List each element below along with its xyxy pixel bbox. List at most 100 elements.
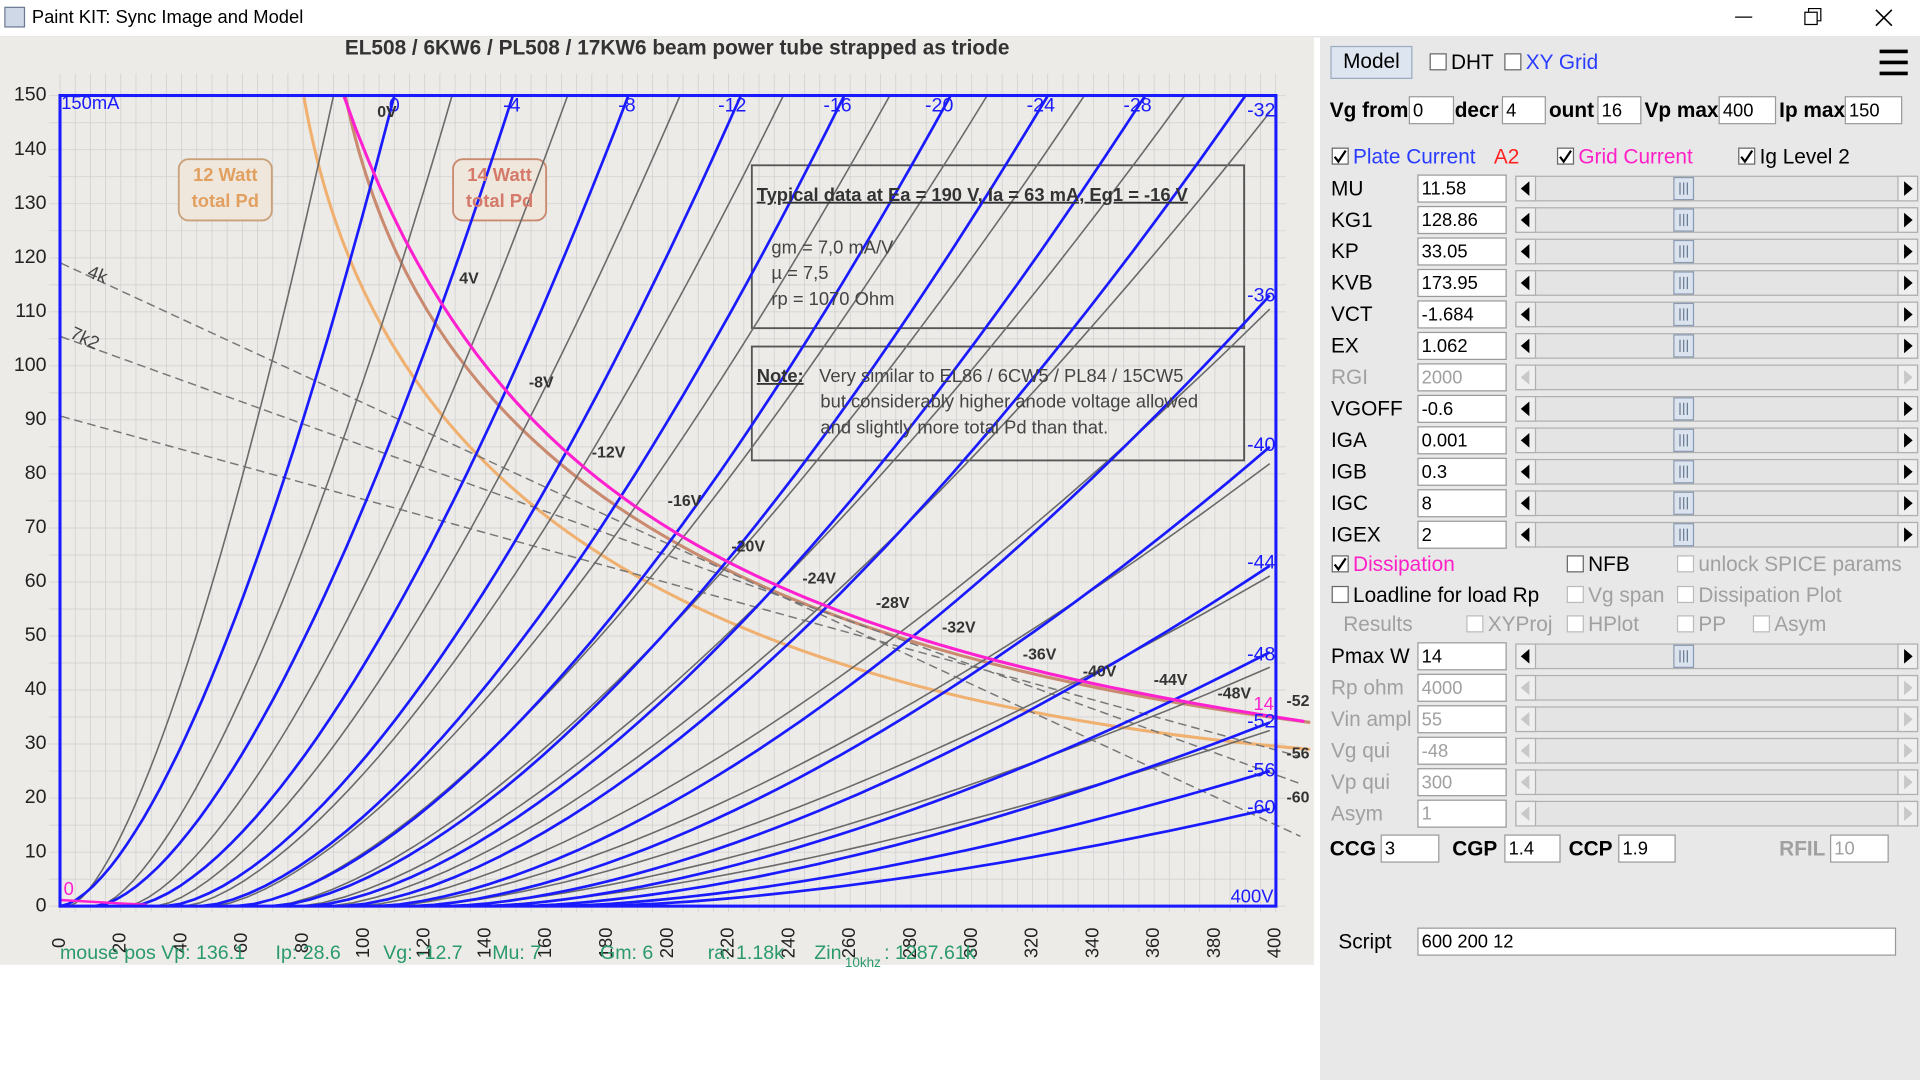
field-label: CCG	[1330, 837, 1376, 860]
text-field[interactable]	[1501, 96, 1546, 125]
text-field[interactable]	[1417, 394, 1507, 423]
param-label: KVB	[1331, 272, 1373, 295]
dissipation-curve	[342, 94, 1305, 723]
text-field[interactable]	[1844, 96, 1903, 125]
model-button-label: Model	[1343, 50, 1400, 73]
vp-max-label: 400V	[1231, 885, 1275, 906]
model-button[interactable]	[1330, 45, 1413, 79]
checkbox[interactable]	[1429, 53, 1447, 71]
text-field[interactable]	[1417, 520, 1507, 549]
model-curve	[483, 650, 1271, 908]
grid-voltage-label: -8	[618, 95, 636, 117]
text-field[interactable]	[1618, 834, 1676, 863]
note-line: Very similar to EL86 / 6CW5 / PL84 / 15C…	[819, 365, 1183, 386]
checkbox-label: Loadline for load Rp	[1353, 584, 1539, 607]
text-field[interactable]	[1417, 300, 1507, 329]
param-label: IGC	[1331, 492, 1368, 515]
text-field[interactable]	[1417, 237, 1507, 266]
text-field[interactable]	[1417, 174, 1507, 203]
scan-grid-label: -60	[1286, 790, 1309, 807]
slider-track[interactable]	[1515, 333, 1919, 359]
text-field[interactable]	[1417, 426, 1507, 455]
x-tick-label: 240	[777, 928, 798, 959]
slider-track[interactable]	[1515, 521, 1919, 548]
text-field[interactable]	[1417, 489, 1507, 518]
typical-heading: Typical data at Ea = 190 V, Ia = 63 mA, …	[757, 184, 1189, 205]
grid-voltage-label: 0	[389, 95, 400, 117]
slider-track[interactable]	[1515, 427, 1919, 454]
slider-track[interactable]	[1515, 175, 1919, 202]
checkbox[interactable]	[1738, 147, 1756, 165]
field-value: 11.58	[1422, 178, 1467, 199]
slider-left-arrow	[1520, 432, 1530, 448]
grid-voltage-label: -20	[925, 95, 953, 117]
text-field[interactable]	[1597, 96, 1642, 125]
param-label: VGOFF	[1331, 398, 1403, 421]
scan-curve-label: -40V	[1083, 663, 1117, 680]
slider-right-arrow	[1904, 464, 1913, 480]
slider-track	[1515, 706, 1919, 733]
slider-track[interactable]	[1515, 270, 1919, 296]
text-field[interactable]	[1417, 331, 1507, 360]
text-field[interactable]	[1408, 96, 1455, 125]
close-button[interactable]	[1875, 9, 1893, 27]
checkbox[interactable]	[1331, 585, 1349, 604]
checkbox[interactable]	[1566, 555, 1584, 573]
scan-14w-curve	[343, 95, 1311, 724]
text-field[interactable]	[1417, 268, 1507, 298]
checkbox-label: NFB	[1588, 553, 1630, 576]
slider-track[interactable]	[1515, 458, 1919, 485]
checkbox	[1466, 615, 1484, 633]
y-tick-label: 110	[15, 300, 46, 322]
text-field[interactable]	[1380, 834, 1440, 863]
menu-button[interactable]	[1879, 49, 1908, 76]
model-curve	[377, 294, 1271, 908]
slider-left-arrow	[1520, 338, 1530, 354]
model-curve	[412, 445, 1271, 908]
checkbox[interactable]	[1331, 147, 1349, 165]
slider-track[interactable]	[1515, 301, 1919, 328]
checkbox-label: XY Grid	[1526, 51, 1598, 74]
checkbox[interactable]	[1504, 53, 1522, 71]
scan-curve-label: -12V	[592, 444, 626, 461]
text-field	[1417, 363, 1507, 392]
field-value: 3	[1385, 838, 1395, 859]
y-tick-label: 10	[25, 840, 47, 862]
text-field[interactable]	[1417, 205, 1507, 235]
model-curve	[236, 94, 952, 908]
slider-track	[1515, 737, 1919, 764]
slider-track[interactable]	[1515, 238, 1919, 265]
slider-grip	[1679, 245, 1688, 258]
scan-curve	[155, 95, 681, 907]
status-text: Zin	[814, 942, 841, 964]
x-tick-label: 220	[717, 928, 738, 959]
text-field[interactable]	[1417, 457, 1507, 486]
slider-right-arrow	[1904, 711, 1913, 727]
field-value: 33.05	[1422, 241, 1468, 262]
scan-curve	[444, 666, 1271, 907]
text-field[interactable]	[1718, 96, 1777, 125]
model-curve	[94, 95, 515, 908]
y-tick-label: 30	[25, 732, 47, 754]
checkbox[interactable]	[1556, 147, 1575, 165]
text-field[interactable]	[1504, 834, 1561, 863]
slider-track[interactable]	[1515, 207, 1919, 233]
checkbox[interactable]	[1331, 555, 1349, 573]
scan-curve-label: -20V	[731, 539, 765, 556]
restore-button[interactable]	[1804, 7, 1822, 26]
text-field[interactable]	[1417, 642, 1507, 671]
model-curve	[59, 95, 396, 908]
x-tick-label: 200	[656, 928, 677, 959]
slider-track[interactable]	[1515, 643, 1919, 670]
grid-voltage-label: -28	[1123, 95, 1151, 117]
field-value: 1.4	[1509, 838, 1535, 859]
grid-voltage-label: -4	[503, 95, 521, 117]
checkbox-label: Asym	[1774, 613, 1826, 636]
text-field[interactable]	[1417, 927, 1897, 956]
slider-track[interactable]	[1515, 395, 1919, 422]
slider-track[interactable]	[1515, 490, 1919, 517]
scan-curve-label: -28V	[876, 595, 910, 612]
scan-curve	[386, 462, 1271, 907]
param-label: EX	[1331, 335, 1359, 358]
